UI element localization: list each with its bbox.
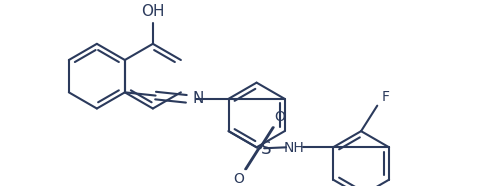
Text: F: F [382, 90, 390, 104]
Text: S: S [261, 140, 272, 158]
Text: N: N [193, 91, 204, 106]
Text: O: O [233, 172, 244, 186]
Text: NH: NH [283, 141, 304, 155]
Text: O: O [275, 111, 286, 124]
Text: OH: OH [141, 4, 165, 19]
